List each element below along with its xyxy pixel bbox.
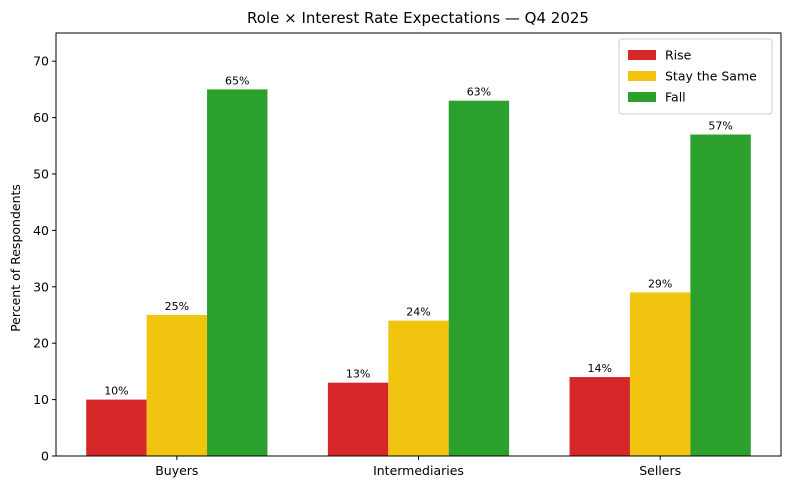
legend-swatch: [628, 50, 656, 60]
y-tick-label: 60: [33, 110, 49, 125]
bar-value-label: 10%: [104, 385, 128, 398]
bar-value-label: 14%: [588, 362, 612, 375]
bar-value-label: 13%: [346, 368, 370, 381]
y-tick-label: 0: [41, 449, 49, 464]
legend-swatch: [628, 92, 656, 102]
legend-label: Fall: [665, 90, 686, 105]
y-tick-label: 40: [33, 223, 49, 238]
legend: Rise Stay the Same Fall: [618, 38, 773, 115]
y-tick-label: 30: [33, 279, 49, 294]
bar-value-label: 25%: [165, 300, 189, 313]
bar: [690, 134, 751, 456]
y-tick-label: 10: [33, 392, 49, 407]
bar: [207, 89, 268, 457]
bar-value-label: 24%: [406, 306, 430, 319]
y-axis-label: Percent of Respondents: [8, 184, 23, 332]
chart-title: Role × Interest Rate Expectations — Q4 2…: [247, 9, 589, 27]
bar-value-label: 65%: [225, 74, 249, 87]
x-tick-label: Intermediaries: [373, 463, 464, 478]
bar: [388, 320, 449, 456]
bar: [569, 377, 630, 456]
legend-swatch: [628, 71, 656, 81]
legend-label: Rise: [665, 48, 692, 63]
bar: [629, 292, 691, 456]
plot-area: 10% 13% 14% 25% 24% 29% 65% 63% 57% 0 10 20 30 40 50 60…: [33, 32, 782, 478]
bar: [448, 100, 510, 457]
bar: [327, 382, 389, 456]
y-tick-label: 70: [33, 54, 49, 69]
bar-value-label: 63%: [467, 86, 491, 99]
y-tick-label: 50: [33, 167, 49, 182]
bar: [146, 315, 208, 456]
x-tick-label: Buyers: [155, 463, 198, 478]
x-tick-label: Sellers: [639, 463, 681, 478]
legend-box: [618, 38, 773, 115]
bar-value-label: 29%: [648, 277, 672, 290]
legend-label: Stay the Same: [665, 69, 757, 84]
bar: [86, 399, 147, 456]
y-tick-label: 20: [33, 336, 49, 351]
bar-value-label: 57%: [708, 120, 732, 133]
